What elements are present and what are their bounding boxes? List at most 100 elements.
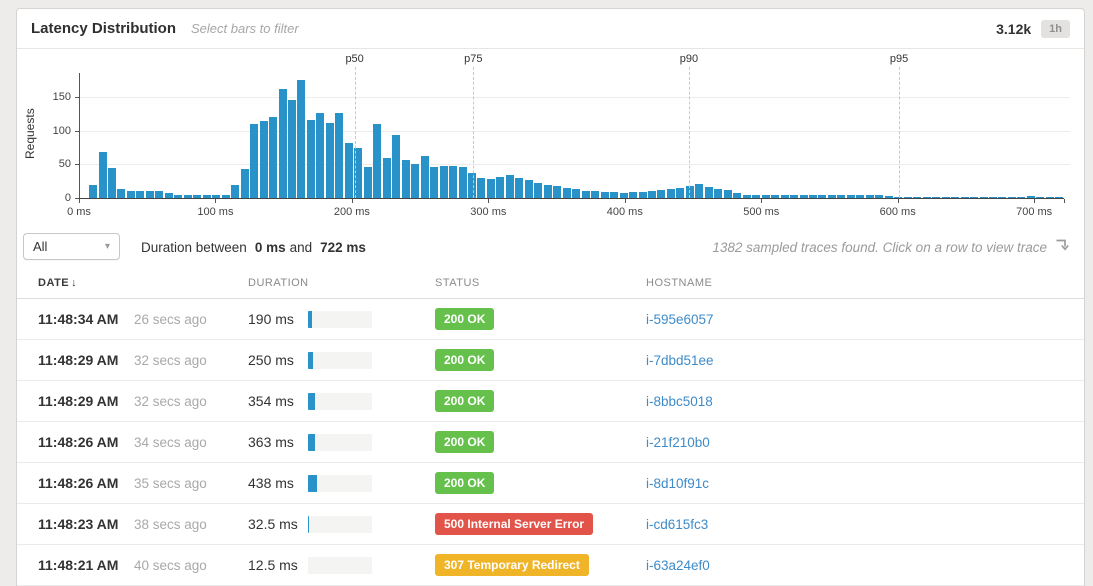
histogram-bar[interactable] [136, 191, 145, 198]
histogram-bar[interactable] [221, 194, 230, 198]
histogram-bar[interactable] [193, 194, 202, 198]
histogram-bar[interactable] [818, 194, 827, 198]
column-header-duration[interactable]: DURATION [248, 276, 309, 289]
time-range-badge[interactable]: 1h [1041, 19, 1070, 38]
histogram-bar[interactable] [174, 194, 183, 198]
histogram-bar[interactable] [259, 121, 268, 198]
histogram-bar[interactable] [401, 160, 410, 198]
histogram-bar[interactable] [638, 191, 647, 198]
histogram-bar[interactable] [733, 193, 742, 198]
column-header-date[interactable]: DATE ↓ [38, 277, 248, 289]
hostname-link[interactable]: i-63a24ef0 [646, 557, 710, 573]
histogram-bar[interactable] [288, 99, 296, 198]
histogram-bar[interactable] [752, 194, 761, 198]
histogram-bar[interactable] [250, 123, 259, 198]
histogram-bar[interactable] [970, 196, 979, 198]
histogram-bar[interactable] [989, 196, 997, 198]
trace-row[interactable]: 11:48:26 AM 35 secs ago 438 ms 200 OK i-8d10… [17, 463, 1084, 504]
histogram-bar[interactable] [1036, 196, 1045, 198]
histogram-bar[interactable] [771, 194, 780, 198]
histogram-bar[interactable] [486, 179, 495, 198]
histogram-bar[interactable] [562, 187, 571, 198]
histogram-bar[interactable] [117, 188, 126, 198]
histogram-bar[interactable] [827, 194, 836, 198]
histogram-bar[interactable] [515, 178, 524, 198]
histogram-bar[interactable] [477, 177, 486, 198]
histogram-bar[interactable] [600, 191, 609, 198]
histogram-bar[interactable] [183, 194, 192, 198]
histogram-bar[interactable] [354, 148, 363, 198]
hostname-link[interactable]: i-21f210b0 [646, 434, 710, 450]
histogram-bar[interactable] [619, 192, 628, 198]
histogram-bar[interactable] [363, 167, 372, 198]
trace-row[interactable]: 11:48:34 AM 26 secs ago 190 ms 200 OK i-595e… [17, 299, 1084, 340]
histogram-bar[interactable] [145, 191, 154, 198]
histogram-bar[interactable] [231, 184, 240, 198]
histogram-bar[interactable] [865, 194, 874, 198]
histogram-bar[interactable] [98, 152, 107, 198]
histogram-bar[interactable] [922, 196, 931, 198]
histogram-bar[interactable] [278, 88, 287, 198]
histogram-bar[interactable] [430, 167, 439, 198]
histogram-bar[interactable] [856, 194, 865, 198]
histogram-bar[interactable] [269, 116, 278, 198]
histogram-bar[interactable] [439, 166, 448, 198]
histogram-bar[interactable] [325, 123, 334, 198]
latency-histogram[interactable]: Requests 0 50 100 150 0 ms 100 ms 200 ms 300 ms… [17, 49, 1084, 227]
histogram-bar[interactable] [790, 194, 799, 198]
histogram-bar[interactable] [392, 134, 401, 198]
hostname-link[interactable]: i-8d10f91c [646, 475, 710, 491]
histogram-bar[interactable] [837, 194, 846, 198]
histogram-bar[interactable] [932, 196, 941, 198]
hostname-link[interactable]: i-595e6057 [646, 311, 714, 327]
histogram-bar[interactable] [799, 194, 808, 198]
histogram-bar[interactable] [524, 180, 533, 198]
histogram-bar[interactable] [903, 196, 912, 198]
histogram-bar[interactable] [89, 184, 98, 198]
histogram-bar[interactable] [240, 169, 249, 198]
histogram-bar[interactable] [695, 183, 704, 198]
histogram-bar[interactable] [913, 196, 922, 198]
histogram-bar[interactable] [505, 175, 514, 198]
status-filter-dropdown[interactable]: All ▾ [23, 233, 120, 260]
histogram-bar[interactable] [723, 189, 732, 198]
histogram-bar[interactable] [714, 189, 723, 198]
histogram-bar[interactable] [581, 190, 590, 198]
histogram-bar[interactable] [941, 196, 950, 198]
histogram-bar[interactable] [534, 182, 543, 198]
histogram-bar[interactable] [780, 194, 789, 198]
histogram-bar[interactable] [572, 189, 581, 198]
histogram-bar[interactable] [629, 191, 638, 198]
histogram-bar[interactable] [543, 184, 552, 198]
histogram-bar[interactable] [316, 113, 325, 198]
histogram-bar[interactable] [809, 194, 818, 198]
histogram-bar[interactable] [894, 196, 903, 198]
histogram-bar[interactable] [382, 158, 391, 198]
histogram-bar[interactable] [373, 123, 382, 198]
histogram-bar[interactable] [951, 196, 960, 198]
histogram-bar[interactable] [1026, 195, 1035, 198]
histogram-bar[interactable] [164, 193, 173, 198]
histogram-bar[interactable] [1045, 196, 1054, 198]
histogram-bar[interactable] [647, 191, 656, 198]
histogram-bar[interactable] [657, 189, 666, 198]
histogram-bar[interactable] [979, 196, 988, 198]
histogram-bar[interactable] [335, 113, 344, 198]
histogram-bar[interactable] [742, 194, 751, 198]
histogram-bar[interactable] [1007, 196, 1016, 198]
trace-row[interactable]: 11:48:21 AM 40 secs ago 12.5 ms 307 Tempora… [17, 545, 1084, 586]
histogram-bar[interactable] [108, 168, 117, 198]
histogram-bar[interactable] [155, 190, 164, 198]
histogram-bar[interactable] [306, 119, 315, 198]
histogram-bar[interactable] [676, 187, 685, 198]
histogram-bar[interactable] [610, 191, 619, 198]
histogram-bar[interactable] [411, 163, 420, 198]
column-header-hostname[interactable]: HOSTNAME [646, 276, 713, 289]
histogram-bar[interactable] [1055, 196, 1064, 198]
histogram-bar[interactable] [496, 177, 505, 198]
histogram-bar[interactable] [344, 143, 353, 198]
histogram-bar[interactable] [884, 195, 893, 198]
histogram-bar[interactable] [875, 194, 884, 198]
histogram-bar[interactable] [297, 80, 306, 198]
histogram-bar[interactable] [126, 191, 135, 198]
